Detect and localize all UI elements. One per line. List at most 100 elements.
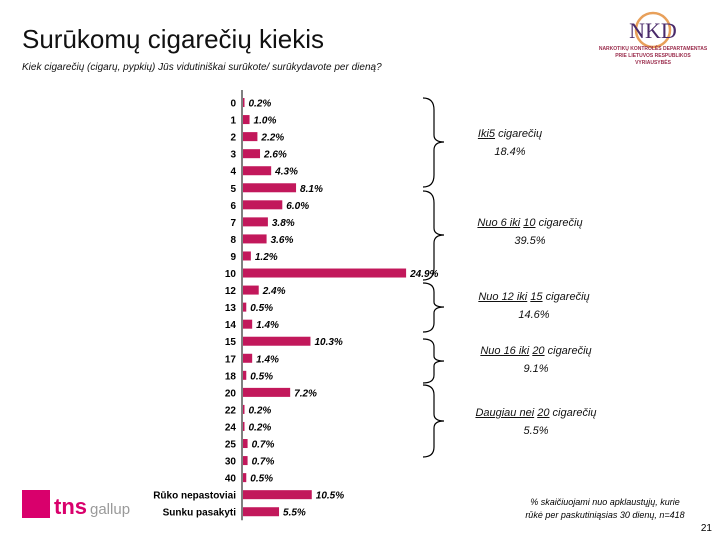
category-label: 2 — [230, 133, 236, 144]
value-label: 6.0% — [286, 201, 309, 212]
bar — [243, 319, 253, 329]
value-label: 1.2% — [255, 252, 278, 263]
group-1-unit: cigarečių — [498, 128, 543, 140]
logo-mark: NKD — [629, 18, 677, 43]
value-label: 0.2% — [249, 422, 272, 433]
category-label: 17 — [225, 354, 237, 365]
bar — [243, 507, 280, 517]
bar — [243, 336, 311, 346]
value-label: 4.3% — [274, 167, 298, 178]
group-label-1: Iki5 cigarečių 18.4% — [450, 125, 570, 161]
group-5-num: 20 — [537, 407, 550, 419]
ntakd-logo: NKD — [629, 11, 677, 49]
group-1-num: 5 — [488, 128, 496, 140]
category-label: 6 — [230, 201, 236, 212]
group-1-range: Iki — [477, 128, 489, 140]
group-3-value: 14.6% — [518, 309, 550, 321]
value-label: 10.3% — [314, 337, 342, 348]
bar — [243, 490, 312, 500]
category-label: 7 — [230, 218, 236, 229]
bar — [243, 166, 272, 176]
category-label: 9 — [230, 252, 236, 263]
group-2-value: 39.5% — [514, 235, 546, 247]
value-label: 2.6% — [263, 150, 287, 161]
value-label: 1.4% — [256, 354, 279, 365]
value-label: 10.5% — [316, 491, 344, 502]
value-label: 1.4% — [256, 320, 279, 331]
value-label: 0.7% — [252, 440, 275, 451]
value-label: 0.5% — [250, 303, 273, 314]
footnote-line-1: % skaičiuojami nuo apklaustųjų, kurie — [530, 497, 680, 507]
bar — [243, 234, 267, 244]
value-label: 0.5% — [250, 371, 273, 382]
category-label: 0 — [230, 99, 236, 110]
value-label: 3.8% — [272, 218, 295, 229]
footnote-line-2: rūkė per paskutiniąsias 30 dienų, n=418 — [525, 510, 685, 520]
value-label: 24.9% — [409, 269, 438, 280]
bar — [243, 353, 253, 363]
group-4-unit: cigarečių — [547, 345, 592, 357]
logo-line-1: NARKOTIKŲ KONTROLĖS DEPARTAMENTAS — [598, 46, 708, 52]
group-4-value: 9.1% — [523, 363, 549, 375]
value-label: 3.6% — [271, 235, 294, 246]
bar — [243, 439, 248, 449]
category-label: 22 — [225, 405, 237, 416]
category-label: 5 — [230, 184, 236, 195]
tns-accent-shape — [22, 496, 28, 516]
group-label-4: Nuo 16 iki 20 cigarečių 9.1% — [450, 342, 622, 378]
category-label: 4 — [230, 167, 236, 178]
group-5-unit: cigarečių — [552, 407, 597, 419]
value-label: 2.2% — [260, 133, 284, 144]
group-5-range: Daugiau nei — [475, 407, 535, 419]
bar — [243, 473, 247, 483]
brace-group-4 — [422, 338, 445, 384]
page-number: 21 — [700, 523, 712, 534]
group-2-num: 10 — [523, 217, 536, 229]
bar — [243, 285, 259, 295]
group-label-5: Daugiau nei 20 cigarečių 5.5% — [450, 404, 622, 440]
value-label: 2.4% — [262, 286, 286, 297]
group-3-unit: cigarečių — [545, 291, 590, 303]
bar — [243, 404, 245, 414]
sample-footnote: % skaičiuojami nuo apklaustųjų, kurie rū… — [505, 496, 705, 522]
category-label: 18 — [225, 371, 237, 382]
page-title: Surūkomų cigarečių kiekis — [22, 24, 325, 54]
group-label-3: Nuo 12 iki 15 cigarečių 14.6% — [450, 288, 618, 324]
group-4-num: 20 — [532, 345, 545, 357]
bar — [243, 387, 291, 397]
brace-group-3 — [422, 282, 445, 333]
category-label: 8 — [230, 235, 236, 246]
bar — [243, 98, 245, 108]
bar — [243, 302, 247, 312]
value-label: 0.7% — [252, 457, 275, 468]
category-label: 13 — [225, 303, 237, 314]
value-label: 8.1% — [300, 184, 323, 195]
tns-word: tns — [54, 494, 87, 519]
logo-line-2: PRIE LIETUVOS RESPUBLIKOS VYRIAUSYBĖS — [615, 53, 691, 66]
category-label: Sunku pasakyti — [163, 508, 237, 519]
group-label-2: Nuo 6 iki 10 cigarečių 39.5% — [450, 214, 610, 250]
category-label: 25 — [225, 440, 237, 451]
bar — [243, 370, 247, 380]
category-label: Rūko nepastoviai — [153, 491, 236, 502]
group-3-num: 15 — [530, 291, 543, 303]
bar — [243, 115, 250, 125]
bar — [243, 132, 258, 142]
group-4-range: Nuo 16 iki — [480, 345, 530, 357]
bar — [243, 217, 268, 227]
category-label: 1 — [230, 116, 236, 127]
category-label: 30 — [225, 457, 237, 468]
category-label: 20 — [225, 388, 237, 399]
bar — [243, 456, 248, 466]
group-1-value: 18.4% — [494, 146, 526, 158]
bar — [243, 251, 251, 261]
brace-group-2 — [422, 190, 445, 281]
value-label: 1.0% — [254, 116, 277, 127]
bar — [243, 268, 407, 278]
logo-caption: NARKOTIKŲ KONTROLĖS DEPARTAMENTAS PRIE L… — [598, 46, 708, 67]
value-label: 0.5% — [250, 474, 273, 485]
category-label: 3 — [230, 150, 236, 161]
value-label: 5.5% — [283, 508, 306, 519]
value-label: 0.2% — [249, 405, 272, 416]
